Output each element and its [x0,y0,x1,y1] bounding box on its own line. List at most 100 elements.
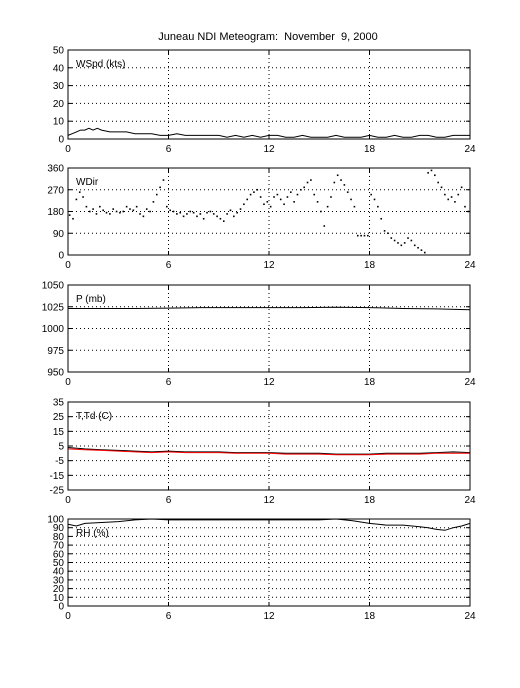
wdir-point [330,196,332,198]
pressure-panel-label: P (mb) [76,294,106,305]
rh-y-tick-label: 40 [53,567,65,578]
rh-y-tick-label: 100 [47,515,64,526]
wdir-point [450,196,453,198]
rh-axes-frame [67,518,471,607]
wdir-point [430,169,433,172]
wdir-point [336,174,339,177]
rh-x-tick-label: 12 [263,611,275,622]
wdir-point [152,201,155,203]
wdir-point [155,193,158,196]
wspd-y-tick-label: 40 [53,63,65,74]
wdir-point [467,210,470,213]
wdir-point [78,191,81,193]
pressure-y-tick-label: 1050 [42,281,65,292]
wdir-point [119,211,121,214]
wdir-point [387,232,389,235]
wdir-point [135,205,138,208]
wdir-point [444,193,446,196]
wdir-point [296,193,299,196]
wdir-point [95,213,98,215]
wdir-point [413,244,416,247]
rh-y-tick-label: 80 [53,532,65,543]
wdir-point [192,211,195,214]
rh-series-line [67,518,471,531]
wdir-y-tick-label: 360 [47,164,64,175]
wdir-point [212,213,215,215]
wdir-point [276,193,279,196]
wdir-point [166,205,168,208]
wdir-point [259,196,262,198]
wspd-x-tick-label: 18 [364,144,376,155]
temp-x-tick-label: 0 [65,495,71,506]
wdir-point [162,179,165,181]
wdir-point [363,234,366,237]
wdir-point [179,211,182,214]
temp-y-tick-label: -15 [50,471,65,482]
wdir-point [229,209,232,212]
temp-series-line-td [67,448,470,456]
wdir-point [209,210,212,213]
temp-panel-label: T,Td (C) [76,411,112,422]
pressure-y-tick-label: 1000 [42,324,65,335]
wdir-point [236,211,238,214]
temp-series-line-t [67,447,471,455]
wspd-y-tick-label: 20 [53,99,65,110]
wdir-point [417,246,419,249]
wdir-point [427,172,429,174]
temp-x-tick-label: 6 [166,495,172,506]
temp-y-tick-label: 15 [53,427,65,438]
pressure-x-tick-label: 24 [464,377,476,388]
wdir-point [283,203,285,206]
wspd-x-tick-label: 12 [263,144,275,155]
wdir-point [233,215,235,218]
wdir-x-tick-label: 0 [65,260,71,271]
wdir-point [199,213,202,215]
wdir-point [350,198,352,201]
wdir-point [266,201,269,203]
wdir-y-tick-label: 0 [58,251,64,262]
rh-y-tick-label: 30 [53,575,65,586]
wdir-point [92,208,94,210]
wdir-point [182,215,185,218]
wdir-y-tick-label: 90 [53,229,65,240]
wdir-point [383,230,386,232]
wspd-x-tick-label: 24 [464,144,476,155]
wdir-point [99,205,101,208]
wdir-point [343,184,346,186]
wdir-point [102,209,104,212]
wdir-point [176,213,178,215]
wdir-x-tick-label: 12 [263,260,275,271]
temp-y-tick-label: -5 [55,456,64,467]
wdir-point [303,186,305,189]
wspd-y-tick-label: 10 [53,117,65,128]
wdir-point [172,210,175,213]
temp-y-tick-label: -25 [50,486,65,497]
pressure-x-tick-label: 0 [65,377,71,388]
wdir-point [88,210,91,213]
temp-y-tick-label: 5 [58,442,64,453]
wdir-point [115,210,118,213]
wdir-point [249,193,252,196]
pressure-axes-frame [67,284,471,373]
rh-y-tick-label: 70 [53,541,65,552]
wdir-point [253,191,255,193]
temp-x-tick-label: 18 [364,495,376,506]
wdir-point [367,234,369,237]
rh-y-tick-label: 90 [53,523,65,534]
wspd-x-tick-label: 6 [166,144,172,155]
wdir-point [326,205,329,208]
wdir-point [410,239,413,242]
wdir-point [196,215,198,218]
wdir-point [85,205,88,208]
wdir-point [407,237,409,239]
rh-y-tick-label: 20 [53,584,65,595]
wdir-point [320,210,322,213]
wspd-y-tick-label: 0 [58,135,64,146]
rh-y-tick-label: 50 [53,558,65,569]
pressure-y-tick-label: 1025 [42,302,65,313]
wdir-point [139,213,141,215]
wdir-point [216,215,218,218]
wdir-point [219,217,222,220]
wdir-point [437,181,439,184]
